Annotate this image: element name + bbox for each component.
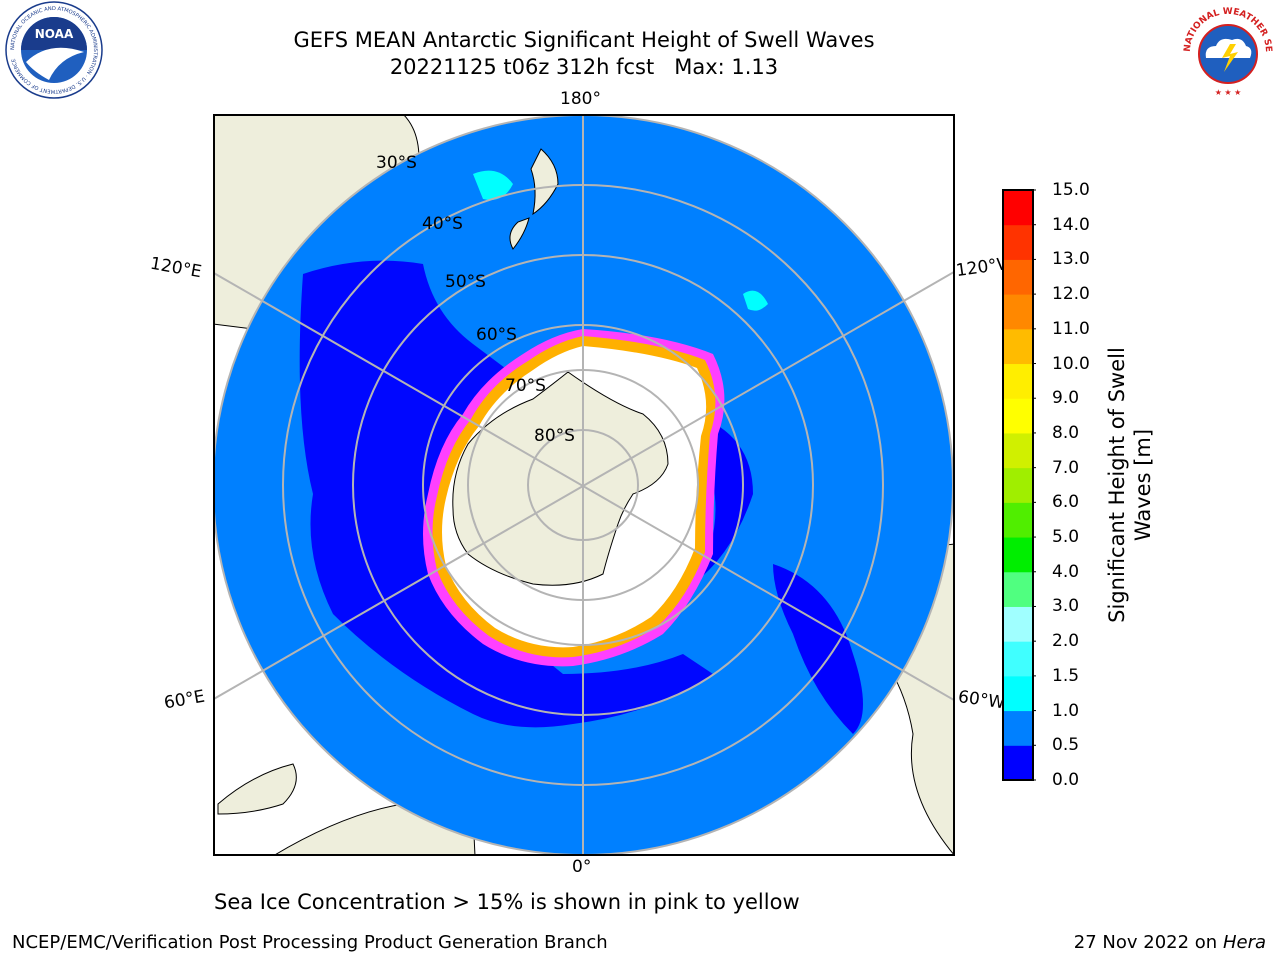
lon-label-180: 180°: [560, 89, 601, 109]
colorbar-bin: [1003, 190, 1033, 226]
lat-label-60s: 60°S: [476, 325, 517, 345]
colorbar-tick-label: 9.0: [1052, 388, 1080, 409]
colorbar-bin: [1003, 606, 1033, 642]
low-swell-region: [299, 260, 713, 728]
colorbar-bin: [1003, 398, 1033, 434]
colorbar-tick-label: 7.0: [1052, 457, 1080, 478]
nws-logo: NATIONAL WEATHER SERVICE ★ ★ ★: [1176, 0, 1275, 99]
lon-label-60e: 60°E: [162, 686, 207, 714]
colorbar-tick-label: 1.0: [1052, 700, 1080, 721]
colorbar-tick-label: 1.5: [1052, 665, 1080, 686]
chart-subtitle-forecast: 20221125 t06z 312h fcst Max: 1.13: [389, 55, 779, 79]
colorbar-label: Significant Height of Swell Waves [m]: [1105, 347, 1155, 623]
colorbar-bin: [1003, 259, 1033, 295]
sea-ice-note: Sea Ice Concentration > 15% is shown in …: [214, 890, 800, 914]
colorbar-tick-label: 11.0: [1052, 318, 1090, 339]
colorbar-bin: [1003, 432, 1033, 469]
land-madagascar: [217, 763, 297, 815]
lat-label-70s: 70°S: [505, 376, 546, 396]
lon-label-120w: 120°W: [954, 254, 1004, 282]
lat-label-40s: 40°S: [422, 214, 463, 234]
colorbar: [1002, 189, 1036, 781]
colorbar-tick-label: 13.0: [1052, 249, 1090, 270]
lon-label-60w: 60°W: [956, 687, 1004, 713]
colorbar-bin: [1003, 675, 1033, 712]
lon-label-120e: 120°E: [148, 253, 204, 283]
colorbar-bin: [1003, 745, 1033, 781]
colorbar-bin: [1003, 502, 1033, 538]
colorbar-tick-label: 8.0: [1052, 422, 1080, 443]
colorbar-tick-label: 15.0: [1052, 180, 1090, 200]
footer-host: Hera: [1222, 932, 1266, 953]
swell-1m-patch-east: [743, 290, 768, 311]
colorbar-tick-label: 2.0: [1052, 631, 1080, 652]
colorbar-tick-label: 0.5: [1052, 735, 1080, 756]
colorbar-tick-label: 14.0: [1052, 214, 1090, 235]
colorbar-tick-label: 12.0: [1052, 284, 1090, 305]
land-new-zealand: [530, 148, 559, 216]
colorbar-bin: [1003, 537, 1033, 573]
colorbar-bin: [1003, 224, 1033, 260]
noaa-logo: NATIONAL OCEANIC AND ATMOSPHERIC ADMINIS…: [5, 1, 103, 99]
colorbar-bin: [1003, 467, 1033, 503]
swell-1m-patch: [473, 170, 513, 200]
colorbar-tick-label: 6.0: [1052, 492, 1080, 513]
chart-title: GEFS MEAN Antarctic Significant Height o…: [293, 28, 875, 52]
colorbar-bin: [1003, 641, 1033, 677]
colorbar-tick-label: 3.0: [1052, 596, 1080, 617]
colorbar-bin: [1003, 328, 1033, 365]
land-new-zealand-south: [509, 217, 530, 250]
colorbar-tick-label: 10.0: [1052, 353, 1090, 374]
colorbar-tick-label: 5.0: [1052, 527, 1080, 548]
colorbar-bin: [1003, 710, 1033, 746]
colorbar-tick-label: 4.0: [1052, 561, 1080, 582]
footer-date: 27 Nov 2022 on Hera: [1073, 932, 1266, 953]
lat-label-50s: 50°S: [445, 272, 486, 292]
lat-label-30s: 30°S: [376, 153, 417, 173]
colorbar-bin: [1003, 363, 1033, 399]
colorbar-bin: [1003, 571, 1033, 607]
lat-label-80s: 80°S: [534, 426, 575, 446]
colorbar-bin: [1003, 294, 1033, 330]
footer-branch: NCEP/EMC/Verification Post Processing Pr…: [12, 932, 608, 953]
svg-text:★ ★ ★: ★ ★ ★: [1215, 88, 1242, 97]
low-swell-region-se: [773, 564, 863, 734]
noaa-logo-text: NOAA: [35, 27, 74, 41]
polar-map: [213, 114, 955, 856]
lon-label-0: 0°: [572, 857, 592, 877]
land-antarctica: [452, 371, 669, 586]
colorbar-tick-label: 0.0: [1052, 770, 1080, 790]
